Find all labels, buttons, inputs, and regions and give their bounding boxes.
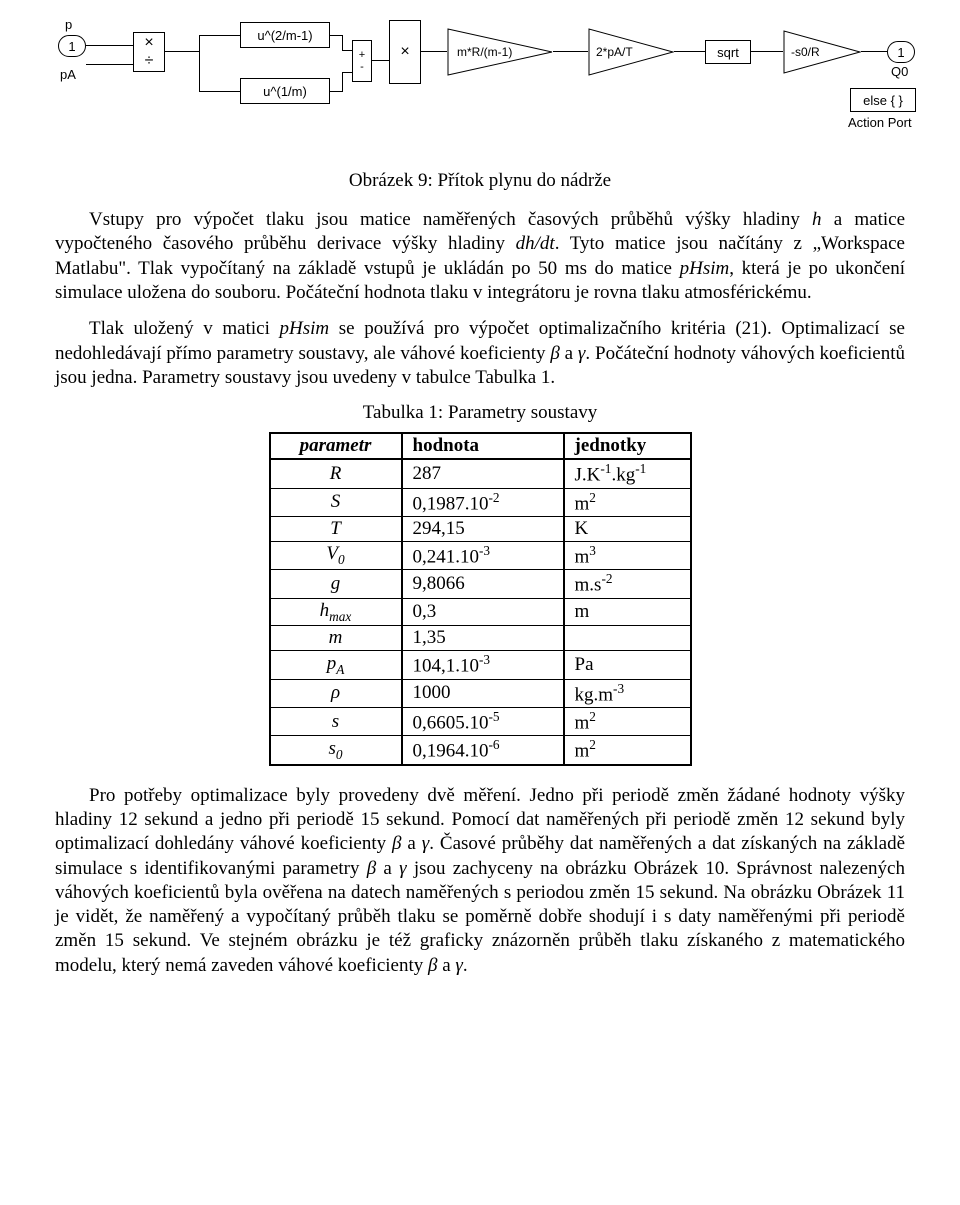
svg-text:2*pA/T: 2*pA/T <box>596 45 633 59</box>
table-row: s0,6605.10-5m2 <box>270 707 691 735</box>
svg-text:m*R/(m-1): m*R/(m-1) <box>457 45 512 59</box>
table-caption: Tabulka 1: Parametry soustavy <box>55 402 905 424</box>
inport-p: 1 <box>58 35 86 57</box>
fcn-block-2: u^(1/m) <box>240 78 330 104</box>
table-header-param: parametr <box>270 433 402 459</box>
table-row: hmax0,3m <box>270 598 691 626</box>
outport-q0-label: Q0 <box>891 64 908 79</box>
sqrt-block: sqrt <box>705 40 751 64</box>
table-row: g9,8066m.s-2 <box>270 570 691 598</box>
table-row: R287J.K-1.kg-1 <box>270 459 691 488</box>
table-row: ρ1000kg.m-3 <box>270 679 691 707</box>
table-header-value: hodnota <box>402 433 564 459</box>
divide-block: × ÷ <box>133 32 165 72</box>
table-row: S0,1987.10-2m2 <box>270 488 691 516</box>
outport-q0: 1 <box>887 41 915 63</box>
table-row: m1,35 <box>270 626 691 651</box>
figure-caption: Obrázek 9: Přítok plynu do nádrže <box>55 170 905 192</box>
inport-p-label: p <box>65 17 72 32</box>
simulink-diagram: 1 p pA × ÷ u^(2/m-1) u^(1/m) + - × m*R/(… <box>55 20 915 140</box>
paragraph-2: Tlak uložený v matici pHsim se používá p… <box>55 317 905 390</box>
paragraph-3: Pro potřeby optimalizace byly provedeny … <box>55 784 905 979</box>
table-row: V00,241.10-3m3 <box>270 541 691 569</box>
table-row: pA104,1.10-3Pa <box>270 651 691 679</box>
parameters-table: parametr hodnota jednotky R287J.K-1.kg-1… <box>269 432 692 765</box>
product-block: × <box>389 20 421 84</box>
fcn-block-1: u^(2/m-1) <box>240 22 330 48</box>
table-row: T294,15K <box>270 516 691 541</box>
gain-1: m*R/(m-1) <box>447 28 553 76</box>
paragraph-1: Vstupy pro výpočet tlaku jsou matice nam… <box>55 208 905 305</box>
sum-block: + - <box>352 40 372 82</box>
table-header-units: jednotky <box>564 433 691 459</box>
inport-pa-label: pA <box>60 67 76 82</box>
else-block: else { } <box>850 88 916 112</box>
action-port-label: Action Port <box>848 115 912 130</box>
gain-2: 2*pA/T <box>588 28 674 76</box>
table-row: s00,1964.10-6m2 <box>270 736 691 765</box>
gain-3: -s0/R <box>783 30 861 74</box>
svg-text:-s0/R: -s0/R <box>791 45 820 59</box>
